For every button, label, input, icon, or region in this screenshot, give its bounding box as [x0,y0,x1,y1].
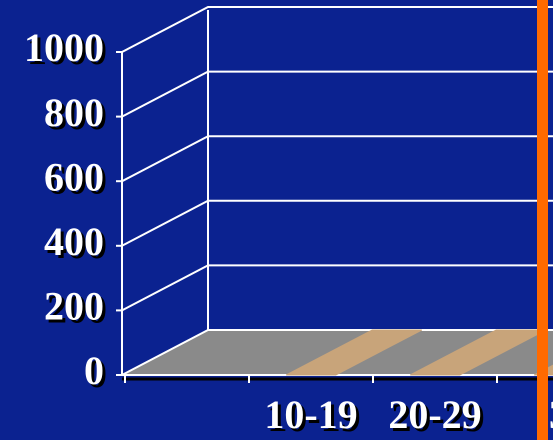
y-tick-label: 600 [44,154,104,199]
grid-line [121,70,553,118]
x-tick-label: 3 [549,392,553,437]
y-tick-label: 200 [44,284,104,329]
grid-line [121,6,553,53]
x-tick-label: 10-19 [264,392,357,437]
grid-line [121,199,553,247]
x-tick-label: 20-29 [388,392,481,437]
y-tick-label: 0 [84,348,104,393]
y-tick-label: 400 [44,219,104,264]
grid-line [121,264,553,312]
grid-line [121,135,553,183]
orange-marker [537,0,548,440]
y-tick-label: 1000 [24,25,104,70]
grid-line [121,329,553,376]
bar [285,329,423,376]
y-tick-label: 800 [44,90,104,135]
